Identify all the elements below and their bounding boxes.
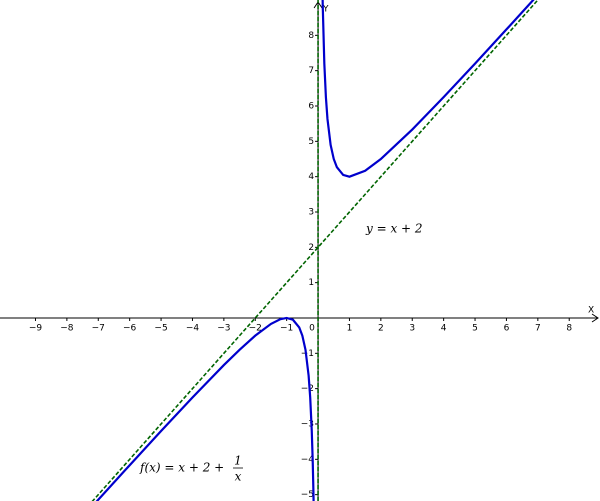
x-tick-label: 4 bbox=[441, 323, 447, 333]
y-tick-label: 5 bbox=[308, 137, 314, 147]
x-tick-label: 1 bbox=[347, 323, 353, 333]
y-tick-label: 2 bbox=[308, 243, 314, 253]
y-axis-label: Y bbox=[322, 5, 329, 15]
y-tick-label: 1 bbox=[308, 278, 314, 288]
y-tick-label: −5 bbox=[301, 490, 314, 500]
y-tick-label: −3 bbox=[301, 419, 314, 429]
x-tick-label: −1 bbox=[280, 323, 293, 333]
y-tick-label: 7 bbox=[308, 66, 314, 76]
asymptote-label: y = x + 2 bbox=[365, 222, 423, 236]
y-tick-label: −2 bbox=[301, 384, 314, 394]
function-label: f(x) = x + 2 + bbox=[139, 461, 224, 475]
x-tick-label: −8 bbox=[60, 323, 74, 333]
plot-area bbox=[91, 0, 539, 501]
x-tick-label: −4 bbox=[186, 323, 200, 333]
x-tick-label: 0 bbox=[309, 323, 315, 333]
fraction-denominator: x bbox=[235, 470, 242, 484]
x-tick-label: 5 bbox=[472, 323, 478, 333]
x-axis-arrow bbox=[591, 313, 599, 323]
x-tick-label: 8 bbox=[566, 323, 572, 333]
y-tick-label: −1 bbox=[301, 349, 314, 359]
fraction-numerator: 1 bbox=[234, 454, 242, 468]
x-tick-label: 3 bbox=[409, 323, 415, 333]
x-tick-label: −7 bbox=[92, 323, 105, 333]
x-tick-label: −6 bbox=[123, 323, 137, 333]
x-tick-label: −9 bbox=[29, 323, 43, 333]
y-tick-label: 8 bbox=[308, 31, 314, 41]
x-tick-label: 2 bbox=[378, 323, 384, 333]
asymptote-line bbox=[91, 0, 539, 501]
x-tick-label: −3 bbox=[217, 323, 230, 333]
function-curve bbox=[95, 0, 535, 501]
x-axis-label: X bbox=[588, 305, 594, 315]
y-tick-label: 4 bbox=[308, 172, 314, 182]
x-tick-label: 6 bbox=[504, 323, 510, 333]
y-tick-label: 3 bbox=[308, 207, 314, 217]
x-tick-label: −5 bbox=[154, 323, 167, 333]
x-tick-label: 7 bbox=[535, 323, 541, 333]
y-tick-label: 6 bbox=[308, 101, 314, 111]
x-tick-label: −2 bbox=[249, 323, 262, 333]
y-tick-label: −4 bbox=[301, 455, 315, 465]
